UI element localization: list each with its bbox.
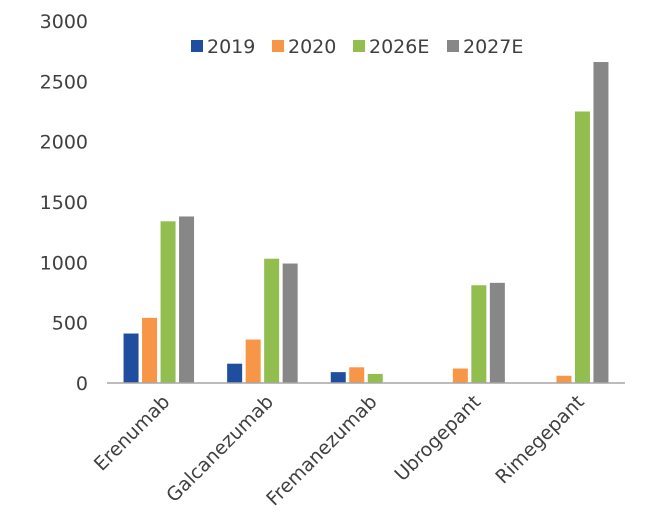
y-tick-label: 1000: [40, 252, 88, 274]
legend-label: 2027E: [463, 36, 523, 58]
bar-2026e-ubrogepant: [471, 285, 487, 383]
y-tick-label: 3000: [40, 11, 88, 33]
bar-2026e-rimegepant: [574, 111, 590, 383]
category-label: Fremanezumab: [262, 391, 381, 510]
category-label: Ubrogepant: [390, 391, 485, 486]
bar-2019-erenumab: [123, 333, 139, 383]
bar-2027e-galcanezumab: [282, 263, 298, 383]
bar-2019-fremanezumab: [330, 372, 346, 383]
bar-2020-erenumab: [142, 317, 158, 383]
y-tick-label: 0: [76, 373, 88, 395]
category-label: Rimegepant: [491, 391, 588, 488]
legend-swatch: [447, 40, 459, 52]
bar-2026e-fremanezumab: [367, 373, 383, 383]
bar-2027e-ubrogepant: [489, 282, 505, 383]
bars: [123, 62, 609, 383]
legend-label: 2019: [207, 36, 255, 58]
legend-label: 2026E: [369, 36, 429, 58]
y-tick-label: 1500: [40, 192, 88, 214]
legend-swatch: [353, 40, 365, 52]
legend-label: 2020: [288, 36, 336, 58]
bar-2026e-erenumab: [160, 221, 176, 383]
y-tick-label: 2000: [40, 132, 88, 154]
category-label: Erenumab: [90, 391, 174, 475]
category-label: Galcanezumab: [162, 391, 278, 507]
bar-2020-galcanezumab: [245, 339, 261, 383]
bar-2020-fremanezumab: [349, 367, 365, 383]
bar-2020-rimegepant: [556, 375, 572, 383]
y-tick-label: 2500: [40, 71, 88, 93]
bar-2026e-galcanezumab: [264, 258, 280, 383]
bar-2020-ubrogepant: [452, 368, 468, 383]
bar-2019-galcanezumab: [227, 363, 243, 383]
legend-swatch: [191, 40, 203, 52]
legend: 2019 2020 2026E 2027E: [191, 36, 523, 58]
y-tick-label: 500: [52, 313, 88, 335]
legend-swatch: [272, 40, 284, 52]
y-axis-ticks: 0 500 1000 1500 2000 2500 3000: [40, 11, 88, 395]
bar-2027e-erenumab: [179, 216, 195, 383]
bar-2027e-rimegepant: [593, 62, 609, 383]
